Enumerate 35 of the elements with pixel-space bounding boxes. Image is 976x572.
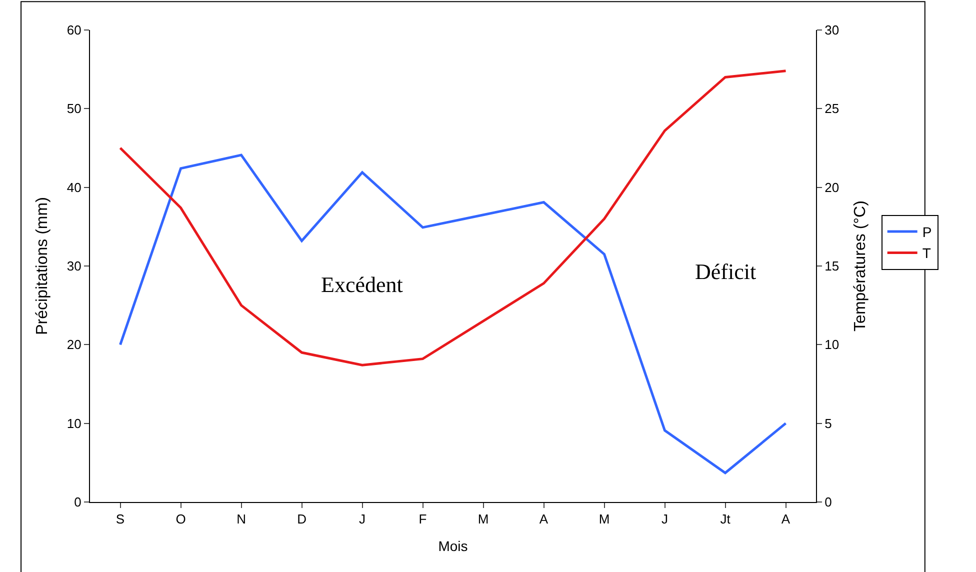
legend-label: P [922, 224, 932, 240]
y-tick-label: 10 [66, 416, 82, 431]
y-axis-title: Précipitations (mm) [34, 197, 51, 335]
x-tick-label: M [598, 512, 610, 527]
y-tick-label: 40 [66, 180, 82, 195]
x-tick-label: S [116, 512, 125, 527]
y2-tick-label: 5 [824, 416, 832, 431]
y-tick-label: 0 [74, 494, 82, 510]
x-tick-label: M [478, 512, 489, 527]
x-tick-label: D [297, 512, 306, 527]
x-tick-label: F [418, 512, 427, 527]
y2-tick-label: 30 [824, 22, 840, 38]
annotation: Excédent [321, 272, 403, 297]
y-tick-label: 20 [66, 337, 82, 352]
x-tick-label: N [236, 512, 246, 527]
x-tick-label: J [662, 512, 668, 527]
y-tick-label: 30 [66, 258, 82, 274]
line-series [119, 70, 787, 366]
legend-label: T [922, 245, 932, 262]
y2-axis-title: Températures (°C) [852, 200, 869, 332]
annotation: Déficit [695, 259, 756, 284]
y2-tick-label: 0 [824, 494, 832, 510]
y2-tick-label: 20 [824, 180, 840, 195]
x-tick-label: A [781, 512, 790, 527]
line-series [119, 154, 787, 474]
x-tick-label: A [539, 512, 548, 527]
x-tick-label: J [359, 512, 366, 527]
y2-tick-label: 15 [824, 258, 840, 274]
x-tick-label: O [176, 512, 186, 527]
y-tick-label: 50 [66, 101, 82, 116]
y2-tick-label: 10 [824, 337, 840, 352]
x-tick-label: Jt [720, 512, 731, 527]
x-axis-title: Mois [438, 538, 468, 554]
y2-tick-label: 25 [824, 101, 840, 116]
y-tick-label: 60 [66, 22, 82, 38]
